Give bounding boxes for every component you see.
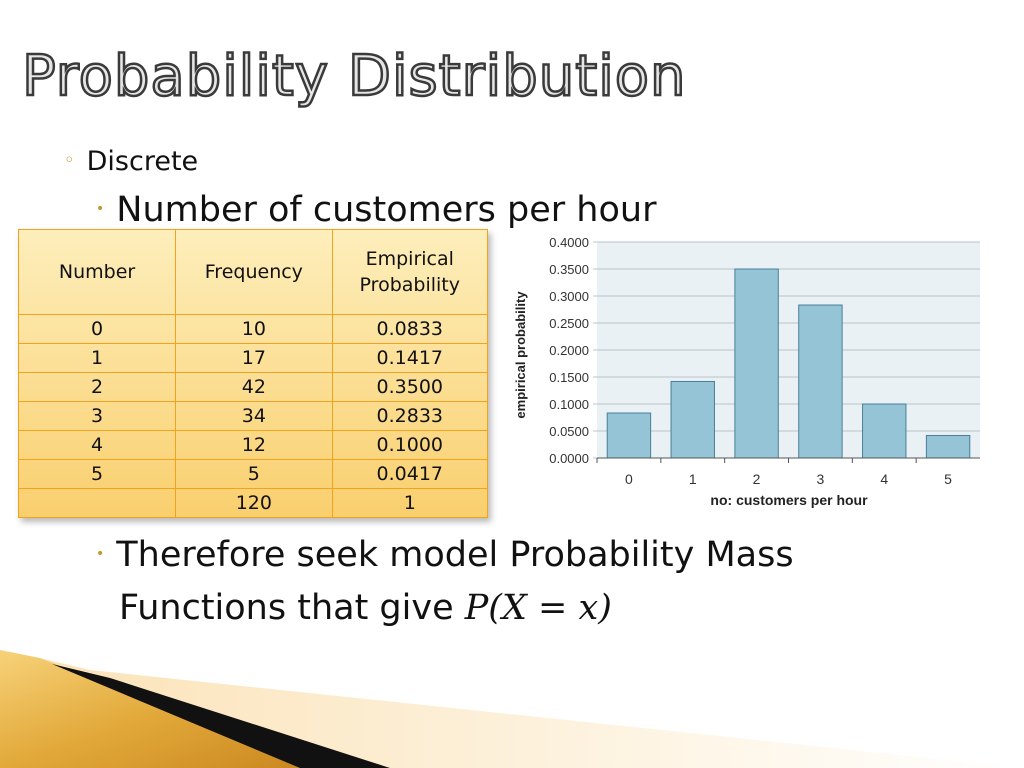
pmf-expression: P(X = x) (464, 588, 612, 628)
table-cell: 42 (175, 372, 333, 402)
table-row: 2 42 0.3500 (17, 372, 489, 402)
x-tick-label: 0 (625, 471, 633, 487)
table-cell (17, 488, 177, 518)
x-tick-label: 3 (817, 471, 825, 487)
header-frequency: Frequency (175, 229, 333, 315)
table-row: 3 34 0.2833 (17, 401, 489, 431)
table-cell: 0.0833 (331, 314, 489, 344)
y-axis-label: empirical probability (513, 291, 528, 419)
table-cell: 0.1417 (331, 343, 489, 373)
table-cell: 0 (17, 314, 177, 344)
bar-1 (670, 380, 715, 459)
table-cell: 4 (17, 430, 177, 460)
hollow-circle-bullet-icon: ◦ (64, 150, 75, 171)
black-stripe (52, 664, 390, 768)
header-number: Number (17, 229, 177, 315)
y-tick-label: 0.0500 (549, 424, 589, 439)
table-row: 0 10 0.0833 (17, 314, 489, 344)
chart-bars (606, 268, 971, 459)
y-tick-label: 0.4000 (549, 235, 589, 250)
table-cell: 120 (175, 488, 333, 518)
table-cell: 3 (17, 401, 177, 431)
bullet-discrete: ◦ Discrete (64, 146, 198, 177)
conclusion-line2-text: Functions that give (119, 588, 465, 628)
chart-x-ticks: 0 1 2 3 4 5 (596, 457, 980, 487)
dot-bullet-icon: • (96, 201, 105, 217)
table-cell: 12 (175, 430, 333, 460)
y-tick-label: 0.1500 (549, 370, 589, 385)
header-empirical-probability: Empirical Probability (331, 229, 489, 315)
conclusion-line1: Therefore seek model Probability Mass (116, 535, 794, 575)
table-cell: 5 (17, 459, 177, 489)
dot-bullet-icon: • (96, 546, 105, 562)
chart-grid (593, 241, 980, 459)
table-cell: 0.3500 (331, 372, 489, 402)
header-empirical-line2: Probability (359, 274, 460, 296)
table-header-row: Number Frequency Empirical Probability (17, 229, 489, 315)
table-cell: 0.2833 (331, 401, 489, 431)
x-axis-label: no: customers per hour (710, 492, 868, 508)
table-cell: 1 (331, 488, 489, 518)
table-total-row: 120 1 (17, 488, 489, 518)
bullet-discrete-text: Discrete (86, 146, 199, 177)
chart-y-ticks: 0.0000 0.0500 0.1000 0.1500 0.2000 0.2500 0.30… (549, 235, 589, 466)
y-tick-label: 0.3000 (549, 289, 589, 304)
bar-3 (798, 304, 843, 459)
table-cell: 0.1000 (331, 430, 489, 460)
table-row: 4 12 0.1000 (17, 430, 489, 460)
table-cell: 17 (175, 343, 333, 373)
x-tick-label: 5 (944, 471, 952, 487)
x-tick-label: 2 (753, 471, 761, 487)
y-tick-label: 0.3500 (549, 262, 589, 277)
table-row: 1 17 0.1417 (17, 343, 489, 373)
y-tick-label: 0.2000 (549, 343, 589, 358)
bar-0 (606, 412, 652, 459)
bar-2 (734, 268, 779, 459)
y-tick-label: 0.0000 (549, 451, 589, 466)
y-tick-label: 0.2500 (549, 316, 589, 331)
frequency-table: Number Frequency Empirical Probability 0 … (17, 229, 489, 518)
header-empirical-line1: Empirical (365, 248, 454, 270)
slide-title: Probability Distribution (21, 43, 687, 111)
table-cell: 0.0417 (331, 459, 489, 489)
table-cell: 5 (175, 459, 333, 489)
x-tick-label: 4 (880, 471, 888, 487)
y-tick-label: 0.1000 (549, 397, 589, 412)
decorative-gold-swoosh (0, 650, 1024, 768)
table-cell: 2 (17, 372, 177, 402)
table-cell: 34 (175, 401, 333, 431)
table-cell: 1 (17, 343, 177, 373)
bar-5 (925, 434, 971, 459)
bar-4 (862, 403, 907, 459)
bullet-customers: • Number of customers per hour (96, 190, 656, 230)
x-tick-label: 1 (689, 471, 697, 487)
conclusion-line2: Functions that give P(X = x) (96, 585, 794, 631)
bullet-customers-text: Number of customers per hour (116, 190, 657, 230)
probability-bar-chart: 0.0000 0.0500 0.1000 0.1500 0.2000 0.2500 0.30… (513, 235, 980, 508)
table-cell: 10 (175, 314, 333, 344)
bullet-conclusion: • Therefore seek model Probability Mass Fu… (96, 532, 794, 631)
table-row: 5 5 0.0417 (17, 459, 489, 489)
